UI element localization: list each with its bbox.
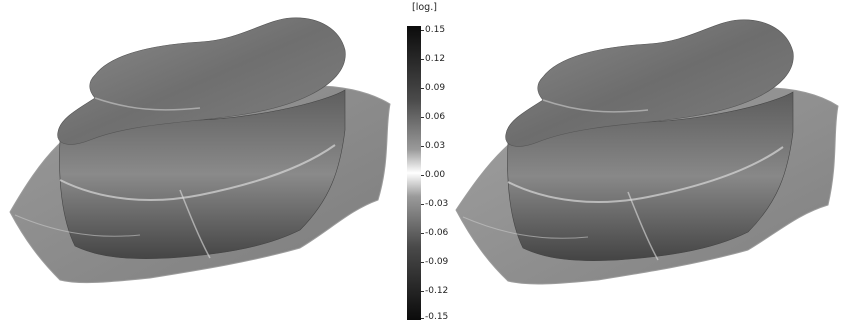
- colorbar-tick: [421, 88, 424, 89]
- colorbar-tick-label: 0.06: [425, 112, 446, 122]
- colorbar-tick-label: -0.09: [425, 257, 449, 267]
- colorbar-tick: [421, 318, 424, 319]
- colorbar-tick: [421, 262, 424, 263]
- left-surface-svg: [9, 17, 391, 284]
- colorbar-tick: [421, 204, 424, 205]
- body-top: [505, 19, 794, 147]
- colorbar-tick-label: -0.12: [425, 286, 449, 296]
- colorbar-tick: [421, 233, 424, 234]
- colorbar-tick-label: 0.00: [425, 170, 446, 180]
- colorbar-unit-label: [log.]: [412, 2, 437, 13]
- colorbar-tick-label: 0.09: [425, 83, 446, 93]
- body-top: [57, 17, 346, 145]
- colorbar-tick: [421, 291, 424, 292]
- colorbar-tick: [421, 30, 424, 31]
- colorbar-tick-label: 0.03: [425, 141, 446, 151]
- colorbar-tick-label: -0.03: [425, 199, 449, 209]
- colorbar-tick-label: 0.15: [425, 25, 446, 35]
- colorbar-tick: [421, 59, 424, 60]
- colorbar-tick: [421, 146, 424, 147]
- colorbar-tick: [421, 117, 424, 118]
- right-surface-svg: [455, 19, 839, 285]
- right-3d-surface-render: [446, 0, 846, 322]
- colorbar-gradient: [407, 26, 421, 320]
- left-3d-surface-render: [0, 0, 400, 322]
- colorbar-tick-label: -0.15: [425, 312, 449, 322]
- colorbar-tick-label: -0.06: [425, 228, 449, 238]
- colorbar-tick: [421, 175, 424, 176]
- colorbar-tick-label: 0.12: [425, 54, 446, 64]
